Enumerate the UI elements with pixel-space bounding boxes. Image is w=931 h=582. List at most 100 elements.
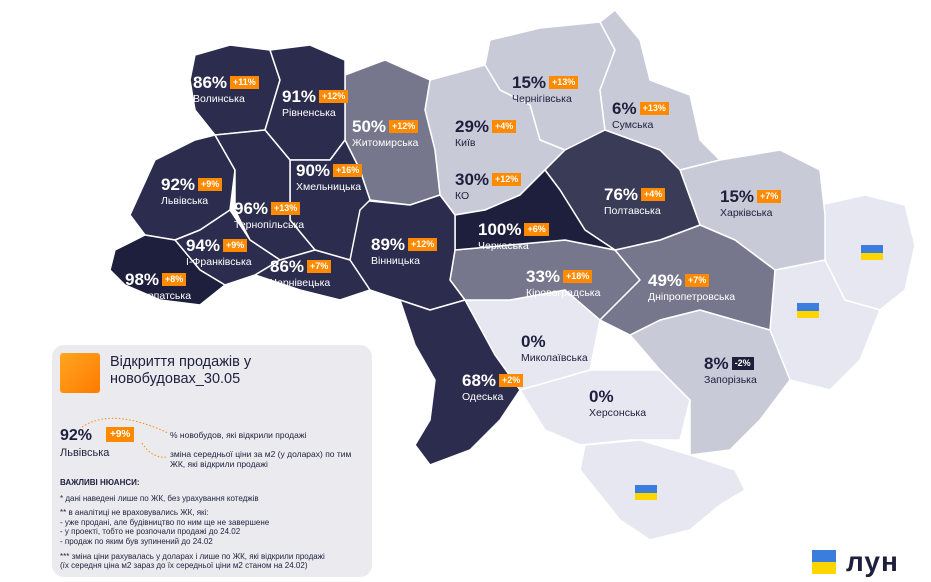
region-label-mykolaivska: 0% Миколаївська xyxy=(521,333,588,364)
legend-note-pct: % новобудов, які відкрили продажі xyxy=(170,430,307,440)
region-label-zhytomyrska: 50% +12% Житомирська xyxy=(352,118,418,149)
legend-title: Відкриття продажів у новобудовах_30.05 xyxy=(110,354,252,388)
region-name: Харківська xyxy=(720,207,773,219)
legend-example-region: Львівська xyxy=(60,447,110,459)
region-label-khmelnytska: 90% +16% Хмельницька xyxy=(296,161,363,193)
region-change-badge: +7% xyxy=(757,190,782,203)
ukraine-flag-icon xyxy=(635,485,657,500)
region-label-zaporizka: 8% -2% Запорізька xyxy=(704,355,757,386)
legend-color-swatch xyxy=(60,353,100,393)
region-change-badge: +12% xyxy=(319,90,349,103)
region-change-badge: +6% xyxy=(524,223,549,236)
region-name: Сумська xyxy=(612,119,654,131)
region-name: Рівненська xyxy=(282,107,336,119)
region-pct: 8% xyxy=(704,354,729,373)
legend-notes: ВАЖЛИВІ НЮАНСИ: * дані наведені лише по … xyxy=(60,478,365,576)
region-label-sumska: 6% +13% Сумська xyxy=(612,100,669,131)
region-name: Полтавська xyxy=(604,205,661,217)
region-name: Чернігівська xyxy=(512,93,572,105)
region-change-badge: +2% xyxy=(499,374,524,387)
region-name: Чернівецька xyxy=(270,277,331,289)
region-name: Закарпатська xyxy=(125,290,192,302)
region-name: І-Франківська xyxy=(186,256,252,268)
region-label-rivnenska: 91% +12% Рівненська xyxy=(282,87,349,119)
region-pct: 15% xyxy=(720,187,755,206)
region-pct: 86% xyxy=(193,73,228,92)
region-pct: 89% xyxy=(371,235,406,254)
region-pct: 29% xyxy=(455,117,490,136)
region-change-badge: +7% xyxy=(307,260,332,273)
region-change-badge: +7% xyxy=(685,274,710,287)
region-name: Львівська xyxy=(161,195,209,207)
region-name: Тернопільська xyxy=(234,219,305,231)
region-change-badge: +13% xyxy=(549,76,579,89)
region-name: Одеська xyxy=(462,391,504,403)
region-change-badge: +4% xyxy=(492,120,517,133)
region-pct: 94% xyxy=(186,236,221,255)
notes-heading: ВАЖЛИВІ НЮАНСИ: xyxy=(60,478,140,487)
region-shape-zakarpatska xyxy=(109,234,226,306)
region-name: Вінницька xyxy=(371,255,420,267)
region-pct: 49% xyxy=(648,271,683,290)
ukraine-flag-icon xyxy=(861,245,883,260)
region-change-badge: +4% xyxy=(641,188,666,201)
region-label-odeska: 68% +2% Одеська xyxy=(462,371,524,403)
region-pct: 50% xyxy=(352,117,387,136)
region-label-poltavska: 76% +4% Полтавська xyxy=(604,185,666,217)
region-change-badge: +9% xyxy=(198,178,223,191)
note-item: *** зміна ціни рахувалась у доларах і ли… xyxy=(60,551,325,571)
region-label-chernihivska: 15% +13% Чернігівська xyxy=(512,73,579,105)
region-change-badge: +9% xyxy=(223,239,248,252)
region-name: Житомирська xyxy=(352,137,419,149)
lun-logo-text: лун xyxy=(846,546,899,577)
region-change-badge: +12% xyxy=(389,120,419,133)
region-pct: 86% xyxy=(270,257,305,276)
region-name: Запорізька xyxy=(704,374,757,386)
region-label-ko: 30% +12% КО xyxy=(455,170,522,202)
region-name: Дніпропетровська xyxy=(648,291,736,303)
region-pct: 98% xyxy=(125,270,160,289)
region-pct: 0% xyxy=(589,387,614,406)
region-pct: 33% xyxy=(526,267,561,286)
region-shape-cherkaska xyxy=(454,169,616,251)
region-label-cherkaska: 100% +6% Черкаська xyxy=(478,221,549,252)
region-name: Волинська xyxy=(193,93,245,105)
region-label-lvivska: 92% +9% Львівська xyxy=(161,176,223,207)
region-pct: 91% xyxy=(282,87,317,106)
region-name: КО xyxy=(455,190,470,202)
note-item: * дані наведені лише по ЖК, без урахуван… xyxy=(60,493,259,503)
region-change-badge: +16% xyxy=(333,164,363,177)
region-name: Кіровоградська xyxy=(526,287,601,299)
region-label-kirovohradska: 33% +18% Кіровоградська xyxy=(526,268,600,299)
region-change-badge: +18% xyxy=(563,270,593,283)
region-name: Херсонська xyxy=(589,407,647,419)
legend-panel: Відкриття продажів у новобудовах_30.05 9… xyxy=(52,345,372,577)
region-label-chernivetska: 86% +7% Чернівецька xyxy=(270,257,332,289)
region-label-ifrankivska: 94% +9% І-Франківська xyxy=(186,237,252,268)
region-label-vinnytska: 89% +12% Вінницька xyxy=(371,235,438,267)
note-item: ** в аналітиці не враховувались ЖК, які:… xyxy=(60,508,270,546)
legend-example-pct: 92% xyxy=(60,427,93,444)
region-pct: 76% xyxy=(604,185,639,204)
region-label-kharkivska: 15% +7% Харківська xyxy=(720,187,782,219)
region-pct: 6% xyxy=(612,99,637,118)
region-pct: 100% xyxy=(478,220,522,239)
region-pct: 90% xyxy=(296,161,331,180)
legend-example-change: +9% xyxy=(106,427,135,442)
region-change-badge: +11% xyxy=(230,76,259,89)
region-name: Хмельницька xyxy=(296,181,362,193)
region-change-badge: +12% xyxy=(408,238,438,251)
region-shape-chernivetska xyxy=(254,249,371,301)
region-pct: 15% xyxy=(512,73,547,92)
region-pct: 68% xyxy=(462,371,497,390)
region-label-zakarpatska: 98% +8% Закарпатська xyxy=(125,271,191,302)
region-pct: 96% xyxy=(234,199,269,218)
region-shape-khersonska xyxy=(519,369,691,446)
region-change-badge: +13% xyxy=(639,102,669,115)
region-pct: 30% xyxy=(455,170,490,189)
region-name: Київ xyxy=(455,137,476,149)
legend-connector-lines xyxy=(82,417,169,458)
region-shape-crimea xyxy=(579,439,746,541)
region-label-volynska: 86% +11% Волинська xyxy=(193,74,259,105)
